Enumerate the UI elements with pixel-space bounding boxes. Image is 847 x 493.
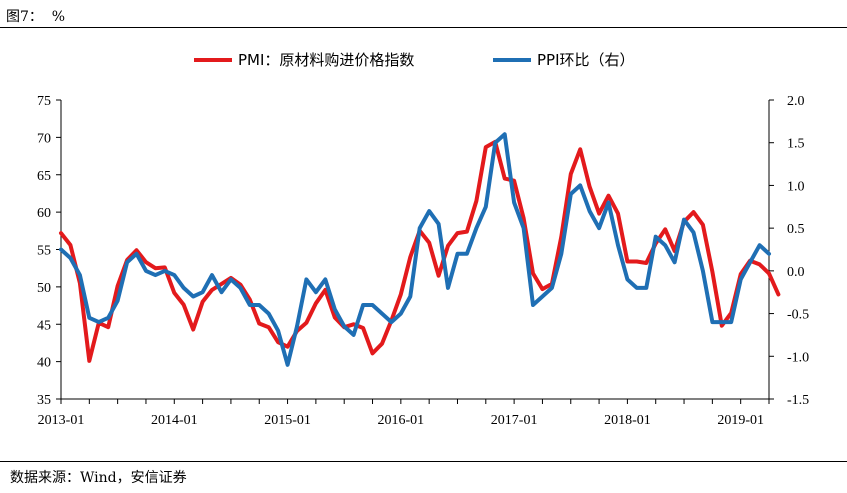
x-tick-label: 2014-01 — [151, 413, 198, 428]
axes: 75 70 65 60 55 50 45 40 35 2.0 1.5 1.0 0.5 0.0 -0.5 -1.… — [37, 94, 809, 428]
x-tick-label: 2013-01 — [38, 413, 85, 428]
x-tick-label: 2016-01 — [378, 413, 425, 428]
y-left-tick-label: 65 — [37, 169, 51, 184]
y-left-tick-label: 55 — [37, 244, 51, 259]
y-left-tick-label: 45 — [37, 318, 51, 333]
series-layer — [59, 132, 781, 367]
y-right-tick-label: -1.0 — [787, 350, 809, 365]
line-chart: PMI：原材料购进价格指数 PPI环比（右） 75 70 65 60 55 50 45 40 35… — [37, 51, 809, 428]
top-rule — [0, 27, 847, 28]
y-right-tick-label: -0.5 — [787, 308, 809, 323]
legend: PMI：原材料购进价格指数 PPI环比（右） — [194, 51, 635, 69]
x-tick-label: 2019-01 — [717, 413, 764, 428]
source-note: 数据来源：Wind，安信证券 — [10, 470, 187, 486]
y-left-tick-label: 60 — [37, 206, 51, 221]
y-left-tick-label: 50 — [37, 281, 51, 296]
x-tick-label: 2018-01 — [604, 413, 651, 428]
y-right-tick-label: 0.5 — [787, 222, 805, 237]
y-right-tick-label: 0.0 — [787, 265, 805, 280]
y-left-tick-label: 40 — [37, 356, 51, 371]
figure-title: 图7： % — [6, 9, 66, 25]
x-tick-label: 2017-01 — [491, 413, 538, 428]
y-right-tick-label: 1.0 — [787, 179, 805, 194]
legend-label: PMI：原材料购进价格指数 — [238, 51, 414, 69]
legend-label: PPI环比（右） — [537, 51, 635, 69]
y-left-tick-label: 35 — [37, 393, 51, 408]
y-left-tick-label: 75 — [37, 94, 51, 109]
y-right-tick-label: 2.0 — [787, 94, 805, 109]
y-right-tick-label: -1.5 — [787, 393, 809, 408]
series-line-ppi — [59, 132, 771, 367]
y-right-tick-label: 1.5 — [787, 137, 805, 152]
bottom-rule — [0, 461, 847, 462]
x-tick-label: 2015-01 — [264, 413, 311, 428]
y-left-tick-label: 70 — [37, 131, 51, 146]
